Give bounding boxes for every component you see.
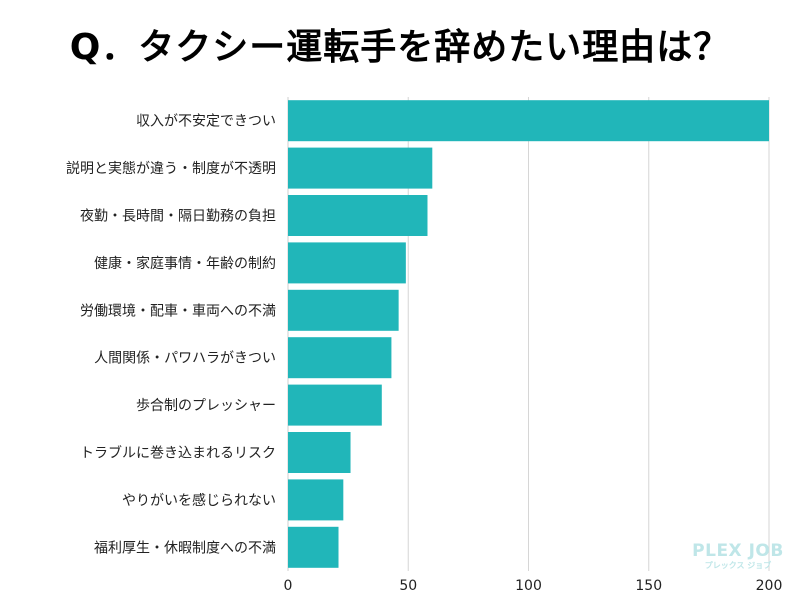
bar-series [288,100,769,568]
x-tick-label: 100 [515,578,542,594]
x-tick-label: 50 [399,578,417,594]
category-label: 収入が不安定できつい [136,114,276,130]
bar [288,100,769,142]
bar [288,526,339,568]
category-label: 労働環境・配車・車両への不満 [80,302,276,319]
bar [288,432,351,473]
category-label: トラブルに巻き込まれるリスク [80,445,276,462]
x-tick-label: 150 [635,578,662,594]
chart-title: Q．タクシー運転手を辞めたい理由は？ [69,27,731,68]
bar [288,479,344,521]
x-axis-tick-labels: 0 50 100 150 200 [284,578,783,594]
category-label: 福利厚生・休暇制度への不満 [94,540,276,556]
category-label: 歩合制のプレッシャー [136,398,276,414]
category-label: 人間関係・パワハラがきつい [94,351,276,367]
category-label: 夜勤・長時間・隔日勤務の負担 [80,209,276,225]
category-label: やりがいを感じられない [122,492,276,509]
watermark-sub-text: プレックス ジョブ [704,561,772,570]
category-labels: 収入が不安定できつい説明と実態が違う・制度が不透明夜勤・長時間・隔日勤務の負担健… [66,114,276,557]
bar [288,337,392,379]
plexjob-logo-watermark: PLEX JOB プレックス ジョブ [688,543,788,570]
category-label: 健康・家庭事情・年齢の制約 [94,255,276,272]
bar [288,242,406,284]
x-tick-label: 0 [284,578,293,594]
bar [288,289,399,331]
bar [288,384,382,426]
watermark-main-text: PLEX JOB [692,541,784,561]
category-label: 説明と実態が違う・制度が不透明 [66,161,276,177]
bar [288,195,428,236]
x-tick-label: 200 [756,578,783,594]
bar [288,147,433,189]
